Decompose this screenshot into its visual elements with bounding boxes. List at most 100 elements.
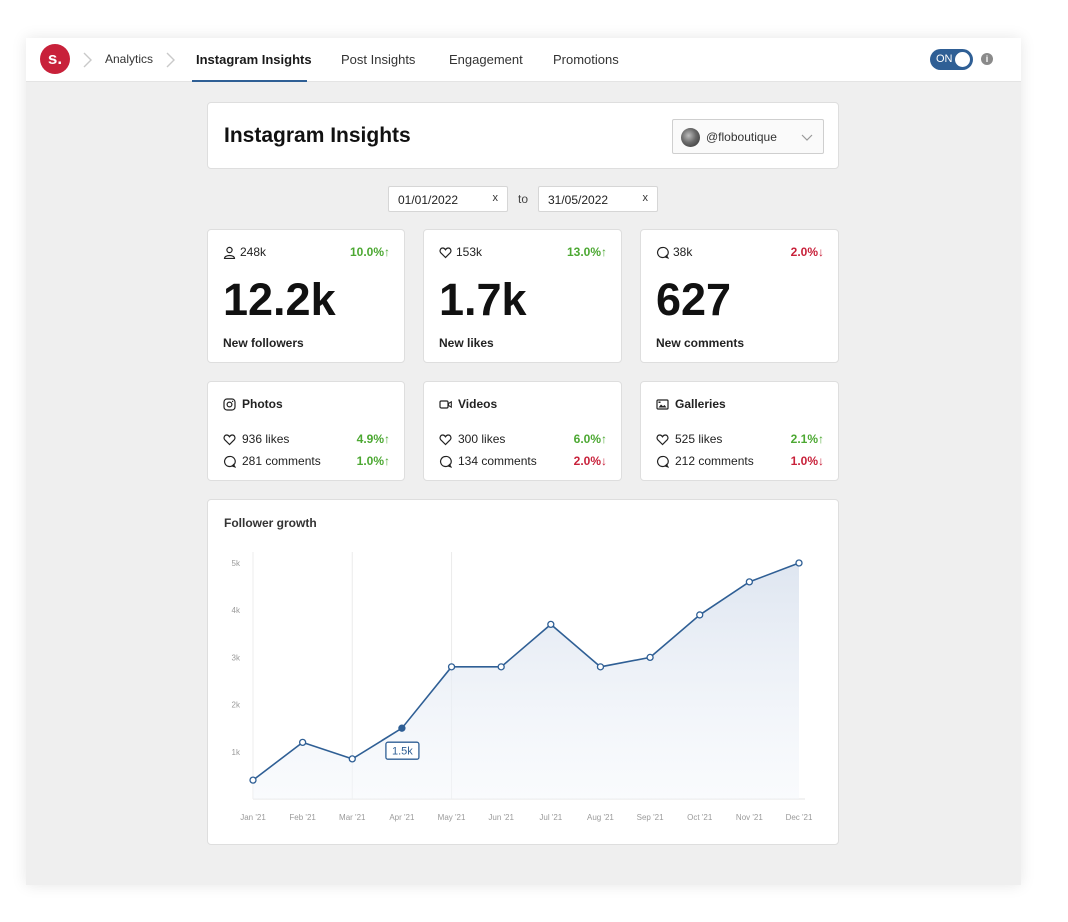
chevron-right-icon (83, 52, 92, 68)
stat-change: 13.0%↑ (566, 245, 607, 259)
comments-count: 212 comments (675, 454, 754, 468)
header-card: Instagram Insights @floboutique (207, 102, 839, 169)
y-tick-label: 3k (232, 653, 241, 662)
comments-count: 281 comments (242, 454, 321, 468)
stat-total: 38k (673, 245, 693, 259)
on-off-toggle[interactable]: ON (930, 49, 973, 70)
post-type-card-galleries: Galleries 525 likes 2.1%↑ 212 comments 1… (640, 381, 839, 481)
toggle-label: ON (936, 53, 953, 65)
user-icon (223, 246, 236, 259)
tab-instagram-insights[interactable]: Instagram Insights (196, 52, 312, 67)
y-tick-label: 5k (232, 559, 241, 568)
post-type-title: Galleries (675, 397, 726, 411)
post-type-title: Videos (458, 397, 498, 411)
comment-icon (440, 455, 452, 468)
stat-total: 248k (240, 245, 267, 259)
post-type-card-photos: Photos 936 likes 4.9%↑ 281 comments 1.0%… (207, 381, 405, 481)
info-icon[interactable]: i (981, 53, 993, 65)
stat-total: 153k (456, 245, 483, 259)
data-point (696, 611, 704, 619)
x-tick-label: Aug '21 (587, 813, 614, 822)
data-point (348, 755, 356, 763)
comments-change: 1.0%↓ (790, 454, 824, 468)
x-tick-label: Jun '21 (488, 813, 514, 822)
x-tick-label: Dec '21 (786, 813, 813, 822)
toggle-knob (955, 52, 970, 67)
x-tick-label: Oct '21 (687, 813, 713, 822)
comment-icon (224, 455, 236, 468)
x-tick-label: Mar '21 (339, 813, 366, 822)
end-date-field[interactable]: 31/05/2022 x (538, 186, 658, 212)
x-tick-label: Jan '21 (240, 813, 266, 822)
date-range-separator: to (518, 192, 529, 206)
chevron-right-icon (166, 52, 175, 68)
tab-promotions[interactable]: Promotions (553, 52, 619, 67)
value-callout-label: 1.5k (392, 746, 413, 758)
likes-count: 936 likes (242, 432, 290, 446)
comments-change: 1.0%↑ (356, 454, 390, 468)
y-tick-label: 2k (232, 701, 241, 710)
start-date-value: 01/01/2022 (398, 193, 459, 207)
comment-icon (657, 455, 669, 468)
heart-icon (439, 434, 452, 446)
top-navigation: s. Analytics Instagram Insights Post Ins… (26, 38, 1021, 82)
data-point (398, 724, 406, 732)
data-point (646, 653, 654, 662)
x-tick-label: May '21 (438, 813, 466, 822)
start-date-clear-button[interactable]: x (492, 192, 499, 204)
breadcrumb-analytics[interactable]: Analytics (105, 52, 154, 66)
stat-card-likes: 153k 13.0%↑ 1.7k New likes (423, 229, 622, 363)
avatar (681, 128, 700, 147)
x-tick-label: Apr '21 (389, 813, 415, 822)
data-point (795, 559, 803, 567)
page-title: Instagram Insights (224, 124, 411, 147)
stat-change: 10.0%↑ (349, 245, 390, 259)
comment-icon (657, 246, 669, 259)
likes-count: 525 likes (675, 432, 723, 446)
tab-engagement[interactable]: Engagement (449, 52, 523, 67)
instagram-icon (223, 398, 236, 411)
follower-growth-chart: Jan '21 Feb '21 Mar '21 Apr '21 May '21 Jun '… (232, 552, 813, 822)
end-date-value: 31/05/2022 (548, 193, 609, 207)
active-tab-indicator (192, 80, 307, 82)
stat-card-followers: 248k 10.0%↑ 12.2k New followers (207, 229, 405, 363)
stat-card-comments: 38k 2.0%↓ 627 New comments (640, 229, 839, 363)
data-point (497, 663, 505, 671)
stat-label: New likes (439, 336, 494, 350)
stat-value: 12.2k (223, 274, 336, 325)
stat-value: 627 (656, 274, 732, 325)
account-name: @floboutique (706, 130, 777, 144)
heart-icon (223, 434, 236, 446)
chevron-down-icon (801, 134, 813, 141)
stat-label: New comments (656, 336, 745, 350)
data-point (249, 776, 257, 784)
data-point (596, 663, 605, 671)
start-date-field[interactable]: 01/01/2022 x (388, 186, 508, 212)
data-point (298, 738, 307, 747)
x-tick-label: Jul '21 (539, 813, 562, 822)
end-date-clear-button[interactable]: x (642, 192, 649, 204)
chart-title: Follower growth (224, 516, 317, 530)
follower-growth-card: Follower growth Jan '21 Feb '21 Mar '21 Apr… (207, 499, 839, 845)
data-point (745, 578, 754, 586)
stat-label: New followers (223, 336, 304, 350)
area-fill (253, 563, 799, 799)
heart-icon (439, 247, 452, 259)
post-type-title: Photos (242, 397, 283, 411)
value-callout (385, 741, 420, 760)
account-select[interactable]: @floboutique (672, 119, 824, 154)
likes-count: 300 likes (458, 432, 506, 446)
series-line (252, 562, 800, 781)
likes-change: 2.1%↑ (790, 432, 824, 446)
app-window: s. Analytics Instagram Insights Post Ins… (26, 38, 1021, 885)
gallery-icon (656, 399, 669, 410)
post-type-card-videos: Videos 300 likes 6.0%↑ 134 comments 2.0%… (423, 381, 622, 481)
comments-count: 134 comments (458, 454, 537, 468)
heart-icon (656, 434, 669, 446)
brand-logo[interactable]: s. (40, 44, 70, 74)
x-tick-label: Feb '21 (289, 813, 316, 822)
stat-value: 1.7k (439, 274, 527, 325)
likes-change: 6.0%↑ (573, 432, 607, 446)
tab-post-insights[interactable]: Post Insights (341, 52, 416, 67)
x-tick-label: Nov '21 (736, 813, 763, 822)
